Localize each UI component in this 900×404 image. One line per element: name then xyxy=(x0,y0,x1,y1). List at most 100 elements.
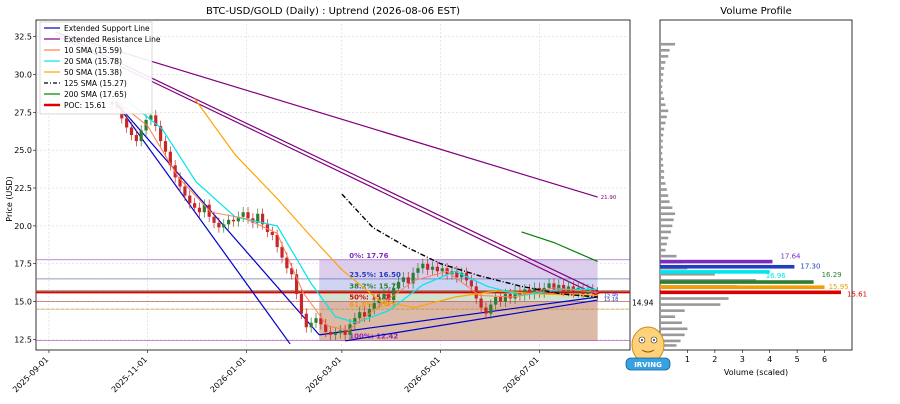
volume-bin-bar xyxy=(660,254,677,258)
candle-body xyxy=(304,313,308,328)
candle-body xyxy=(547,283,551,288)
candle-body xyxy=(552,283,556,290)
candle-body xyxy=(193,203,197,208)
candle-body xyxy=(333,333,338,335)
legend-label: 50 SMA (15.38) xyxy=(64,68,122,77)
candle-body xyxy=(256,213,260,223)
legend-label: Extended Support Line xyxy=(64,24,150,33)
candle-body xyxy=(260,213,265,225)
candle-body xyxy=(387,293,391,301)
candle-body xyxy=(319,318,323,325)
volume-bin-bar xyxy=(660,151,663,155)
volume-bin-bar xyxy=(660,103,666,107)
candle-body xyxy=(358,312,362,319)
volume-highlight-label: 16.29 xyxy=(822,271,842,279)
candle-body xyxy=(416,268,420,273)
volume-highlight-bar xyxy=(660,285,825,289)
volume-profile-title: Volume Profile xyxy=(720,6,791,17)
y-tick-label: 17.5 xyxy=(14,260,32,269)
candle-body xyxy=(435,266,439,272)
candle-body xyxy=(324,324,328,332)
volume-bin-bar xyxy=(660,321,682,325)
candle-body xyxy=(134,135,138,142)
support-line xyxy=(345,299,598,342)
candle-body xyxy=(372,303,376,310)
candle-body xyxy=(275,234,279,248)
legend: Extended Support Line Extended Resistance… xyxy=(39,21,161,115)
volume-x-tick-label: 1 xyxy=(685,355,690,364)
candle-body xyxy=(353,318,357,325)
candle-body xyxy=(513,290,517,299)
sma-10-line xyxy=(114,99,598,331)
candle-body xyxy=(294,274,299,294)
x-tick-label: 2025-11-01 xyxy=(110,355,149,394)
volume-bin-bar xyxy=(660,61,666,64)
candle-body xyxy=(168,151,172,166)
candle-body xyxy=(270,231,274,235)
volume-bin-bar xyxy=(660,218,674,222)
volume-plot-frame xyxy=(659,19,853,351)
volume-highlight-bar xyxy=(660,280,814,284)
candle-body xyxy=(596,292,600,294)
candle-body xyxy=(494,297,498,305)
fib-level-label: 23.5%: 16.50 xyxy=(349,271,401,279)
candle-body xyxy=(532,287,537,294)
volume-bin-bar xyxy=(660,121,666,125)
candle-body xyxy=(217,222,221,228)
candle-body xyxy=(562,284,566,291)
candle-body xyxy=(469,280,473,287)
volume-bin-bar xyxy=(660,344,677,347)
volume-bin-bar xyxy=(660,176,665,179)
volume-highlight-label: 17.64 xyxy=(780,253,801,261)
candle-body xyxy=(367,309,372,317)
support-line xyxy=(319,296,598,336)
volume-bin-bar xyxy=(660,194,669,197)
candle-body xyxy=(484,307,488,314)
volume-bin-bar xyxy=(660,200,670,203)
volume-highlight-label: 16.96 xyxy=(766,272,787,280)
candle-body xyxy=(489,304,493,314)
candle-body xyxy=(503,293,507,302)
volume-bin-bar xyxy=(660,139,663,143)
volume-bin-bar xyxy=(660,327,688,331)
volume-x-axis-label: Volume (scaled) xyxy=(724,368,788,377)
volume-bin-bar xyxy=(660,73,664,76)
volume-x-tick-label: 3 xyxy=(740,355,745,364)
volume-x-tick-label: 4 xyxy=(767,355,772,364)
volume-bin-bar xyxy=(660,164,664,167)
x-tick-label: 2026-07-01 xyxy=(502,355,541,394)
y-tick-label: 22.5 xyxy=(14,184,32,193)
sma-125-line xyxy=(341,193,598,298)
volume-bin-bar xyxy=(660,115,667,119)
candle-body xyxy=(290,268,294,275)
support-line xyxy=(114,101,320,336)
volume-bin-bar xyxy=(660,303,721,306)
candle-body xyxy=(382,293,386,299)
candle-body xyxy=(129,127,134,136)
main-plot-content: 0%: 17.76 23.5%: 16.50 38.2%: 15.72 50%: 15… xyxy=(36,20,630,350)
volume-bin-bar xyxy=(660,145,663,149)
volume-highlight-label: 15.61 xyxy=(847,290,867,298)
candle-body xyxy=(460,272,464,278)
legend-label: 125 SMA (15.27) xyxy=(64,79,127,88)
candle-body xyxy=(455,271,459,278)
candle-body xyxy=(159,125,163,142)
candle-body xyxy=(285,257,289,269)
candle-body xyxy=(212,216,216,223)
price-right-label: 14.94 xyxy=(632,298,654,307)
volume-bin-bar xyxy=(660,42,676,46)
volume-bin-bar xyxy=(660,297,729,300)
candle-body xyxy=(328,331,333,335)
candle-body xyxy=(566,286,571,291)
y-tick-label: 30.0 xyxy=(14,70,32,79)
y-tick-label: 25.0 xyxy=(14,146,32,155)
x-tick-label: 2026-05-01 xyxy=(403,355,442,394)
volume-bin-bar xyxy=(660,170,665,173)
candle-body xyxy=(149,115,153,120)
candle-body xyxy=(343,330,347,335)
legend-label: 200 SMA (17.65) xyxy=(64,90,127,99)
volume-bin-bar xyxy=(660,85,663,88)
x-tick-label: 2026-03-01 xyxy=(304,355,343,394)
